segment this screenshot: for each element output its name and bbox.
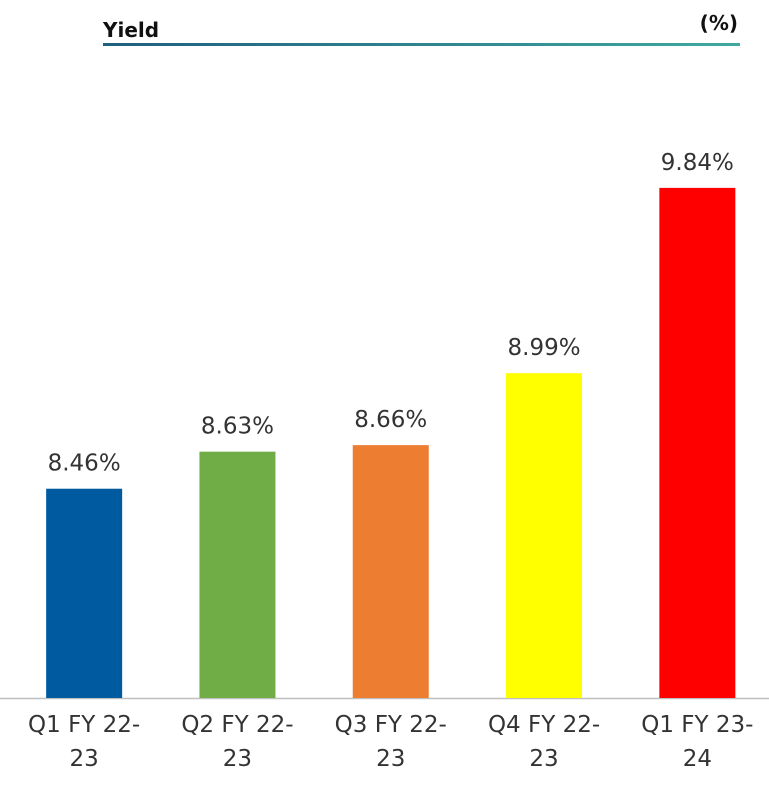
- unit-label: (%): [700, 11, 738, 35]
- data-label: 8.46%: [48, 451, 121, 477]
- data-label: 8.99%: [508, 335, 581, 361]
- x-tick-label: Q1 FY 23-24: [641, 712, 754, 772]
- bar: [352, 445, 429, 698]
- x-tick-label: Q3 FY 22-23: [334, 712, 447, 772]
- x-tick-label: Q2 FY 22-23: [181, 712, 294, 772]
- data-label: 8.66%: [354, 407, 427, 433]
- bar: [506, 373, 583, 698]
- data-label: 9.84%: [661, 150, 734, 176]
- bar: [199, 451, 276, 698]
- header-rule: [103, 43, 740, 46]
- bar: [46, 488, 123, 698]
- x-tick-label: Q1 FY 22-23: [28, 712, 141, 772]
- x-tick-label: Q4 FY 22-23: [487, 712, 601, 772]
- bar: [659, 187, 736, 698]
- chart-title: Yield: [102, 18, 159, 42]
- data-label: 8.63%: [201, 414, 274, 440]
